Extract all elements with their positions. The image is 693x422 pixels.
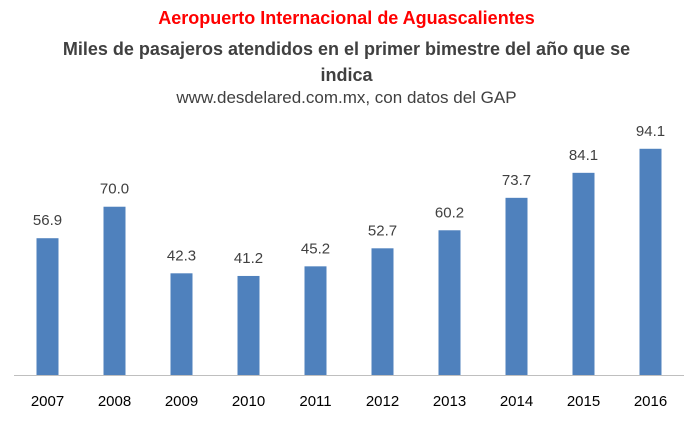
x-tick-2011: 2011 (299, 393, 331, 410)
x-tick-2014: 2014 (500, 393, 533, 410)
x-tick-2009: 2009 (165, 393, 198, 410)
data-label-2015: 84.1 (569, 147, 598, 164)
bar-2011 (304, 266, 327, 375)
bar-2007 (36, 238, 59, 375)
data-label-2010: 41.2 (234, 250, 263, 267)
chart-source: www.desdelared.com.mx, con datos del GAP (176, 88, 517, 107)
data-label-2013: 60.2 (435, 204, 464, 221)
bar-2009 (170, 273, 193, 375)
bar-2008 (103, 206, 126, 375)
x-tick-2010: 2010 (232, 393, 265, 410)
x-tick-2008: 2008 (98, 393, 131, 410)
chart-subtitle: Miles de pasajeros atendidos en el prime… (62, 39, 631, 85)
x-tick-2016: 2016 (634, 393, 667, 410)
chart-title: Aeropuerto Internacional de Aguascalient… (158, 8, 535, 28)
data-label-2012: 52.7 (368, 222, 397, 239)
x-tick-2012: 2012 (366, 393, 399, 410)
x-tick-2007: 2007 (31, 393, 64, 410)
x-tick-2015: 2015 (567, 393, 600, 410)
data-label-2016: 94.1 (636, 123, 665, 140)
data-label-2007: 56.9 (33, 212, 62, 229)
bar-2012 (371, 248, 394, 375)
data-label-2008: 70.0 (100, 181, 129, 198)
bar-2010 (237, 275, 260, 375)
bar-2015 (572, 172, 595, 375)
x-tick-2013: 2013 (433, 393, 466, 410)
data-label-2009: 42.3 (167, 247, 196, 264)
data-label-2014: 73.7 (502, 172, 531, 189)
data-label-2011: 45.2 (301, 240, 330, 257)
bar-2013 (438, 230, 461, 375)
bar-2016 (639, 148, 662, 375)
bar-2014 (505, 197, 528, 375)
